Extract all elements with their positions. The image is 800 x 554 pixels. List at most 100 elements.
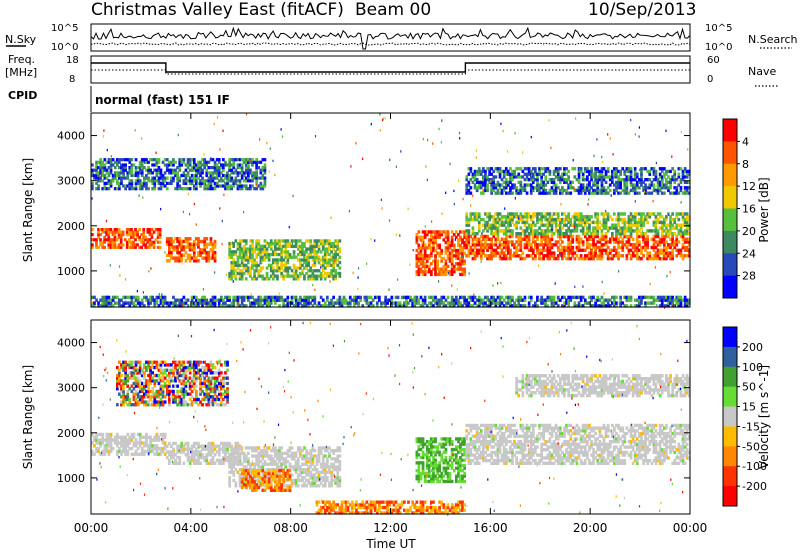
heatmap-cell	[155, 301, 159, 305]
heatmap-cell	[251, 158, 254, 162]
heatmap-cell	[442, 267, 446, 271]
heatmap-cell	[332, 247, 335, 251]
heatmap-cell	[594, 301, 597, 305]
heatmap-cell	[168, 450, 171, 454]
heatmap-cell	[168, 163, 171, 167]
heatmap-cell	[286, 261, 290, 265]
heatmap-cell	[475, 254, 479, 258]
heatmap-cell	[509, 251, 512, 255]
heatmap-cell	[142, 240, 146, 244]
heatmap-cell	[176, 179, 179, 183]
heatmap-cell	[596, 240, 600, 244]
heatmap-cell	[203, 301, 206, 305]
heatmap-cell	[236, 266, 240, 270]
heatmap-cell	[201, 453, 204, 457]
heatmap-cell	[486, 248, 489, 252]
heatmap-cell	[105, 228, 109, 232]
heatmap-cell	[276, 269, 279, 273]
heatmap-cell	[600, 254, 604, 258]
heatmap-cell	[467, 229, 471, 233]
heatmap-cell	[170, 181, 173, 185]
heatmap-cell	[481, 188, 484, 192]
heatmap-cell	[548, 220, 552, 225]
heatmap-cell	[554, 169, 558, 174]
heatmap-cell	[475, 156, 477, 159]
heatmap-cell	[588, 198, 590, 201]
heatmap-cell	[601, 155, 603, 159]
heatmap-cell	[116, 295, 119, 300]
heatmap-cell	[184, 245, 188, 249]
heatmap-cell	[259, 252, 263, 257]
heatmap-cell	[504, 183, 508, 187]
heatmap-cell	[434, 254, 437, 258]
heatmap-cell	[652, 301, 656, 305]
heatmap-cell	[663, 243, 666, 247]
heatmap-cell	[155, 173, 159, 178]
heatmap-cell	[107, 438, 111, 442]
heatmap-cell	[569, 243, 573, 247]
heatmap-cell	[234, 181, 238, 185]
heatmap-cell	[118, 265, 121, 268]
heatmap-cell	[118, 435, 121, 439]
heatmap-cell	[671, 301, 674, 305]
heatmap-cell	[122, 438, 125, 442]
heatmap-cell	[251, 173, 254, 178]
heatmap-cell	[328, 301, 331, 305]
heatmap-cell	[663, 223, 666, 227]
heatmap-cell	[151, 295, 154, 300]
heatmap-cell	[109, 446, 113, 451]
heatmap-cell	[109, 184, 113, 188]
heatmap-cell	[629, 215, 633, 219]
heatmap-cell	[534, 232, 537, 236]
heatmap-cell	[523, 186, 527, 190]
heatmap-cell	[259, 168, 263, 172]
heatmap-cell	[170, 171, 173, 175]
heatmap-cell	[471, 240, 475, 244]
heatmap-cell	[180, 444, 184, 448]
heatmap-cell	[625, 178, 629, 182]
heatmap-cell	[591, 249, 593, 253]
heatmap-cell	[226, 304, 229, 308]
heatmap-cell	[486, 304, 489, 308]
heatmap-cell	[569, 234, 573, 239]
heatmap-cell	[654, 226, 658, 230]
heatmap-cell	[400, 295, 404, 300]
heatmap-cell	[638, 180, 641, 184]
heatmap-cell	[128, 295, 132, 300]
heatmap-cell	[187, 192, 189, 196]
heatmap-cell	[113, 228, 117, 232]
heatmap-cell	[496, 237, 500, 241]
heatmap-cell	[199, 455, 202, 460]
heatmap-cell	[94, 166, 96, 169]
heatmap-cell	[550, 180, 554, 184]
heatmap-cell	[504, 304, 508, 308]
heatmap-cell	[265, 255, 269, 259]
heatmap-cell	[147, 435, 150, 439]
colorbar-tick-label: 8	[742, 158, 749, 171]
heatmap-cell	[494, 251, 498, 255]
heatmap-cell	[507, 215, 510, 219]
heatmap-cell	[646, 243, 649, 247]
heatmap-cell	[290, 244, 294, 248]
heatmap-cell	[679, 248, 683, 252]
heatmap-cell	[633, 304, 637, 308]
heatmap-cell	[143, 304, 146, 308]
heatmap-cell	[319, 277, 323, 281]
heatmap-cell	[111, 233, 115, 237]
heatmap-cell	[276, 258, 279, 262]
heatmap-cell	[477, 180, 481, 184]
heatmap-cell	[592, 245, 595, 250]
heatmap-cell	[509, 254, 512, 258]
heatmap-cell	[236, 184, 240, 188]
heatmap-cell	[586, 229, 589, 233]
heatmap-cell	[531, 232, 535, 236]
heatmap-cell	[642, 220, 645, 225]
heatmap-cell	[268, 170, 270, 173]
heatmap-cell	[588, 295, 591, 300]
heatmap-cell	[232, 261, 236, 265]
heatmap-cell	[201, 176, 204, 180]
heatmap-cell	[274, 173, 276, 177]
heatmap-cell	[427, 256, 431, 261]
heatmap-cell	[565, 245, 568, 250]
heatmap-cell	[257, 160, 261, 164]
